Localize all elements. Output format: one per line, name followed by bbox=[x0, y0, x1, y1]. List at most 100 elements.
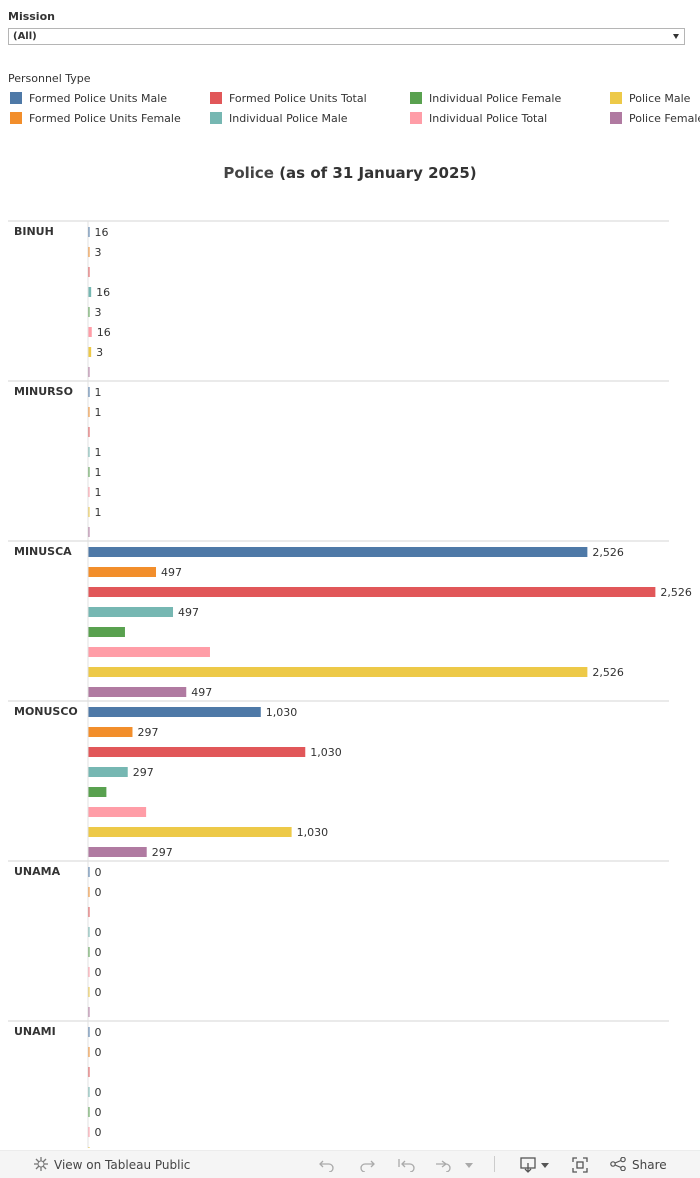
legend-label: Individual Police Total bbox=[429, 112, 548, 125]
bar[interactable] bbox=[88, 1047, 90, 1057]
data-label: 0 bbox=[95, 1106, 102, 1119]
bar[interactable] bbox=[88, 427, 90, 437]
bar[interactable] bbox=[88, 687, 187, 697]
revert-icon[interactable] bbox=[398, 1158, 416, 1172]
legend-item[interactable]: Police Female bbox=[610, 112, 700, 128]
data-label: 0 bbox=[95, 1046, 102, 1059]
bar[interactable] bbox=[88, 787, 107, 797]
share-button[interactable]: Share bbox=[610, 1156, 667, 1172]
legend-label: Formed Police Units Female bbox=[29, 112, 181, 125]
bar[interactable] bbox=[88, 1147, 90, 1148]
bar[interactable] bbox=[88, 327, 92, 337]
bar[interactable] bbox=[88, 947, 90, 957]
bar[interactable] bbox=[88, 527, 90, 537]
bar[interactable] bbox=[88, 667, 588, 677]
legend-item[interactable]: Individual Police Female bbox=[410, 92, 561, 108]
category-label: MINUSCA bbox=[14, 545, 72, 558]
legend-swatch bbox=[610, 112, 622, 124]
data-label: 1 bbox=[95, 506, 102, 519]
bar[interactable] bbox=[88, 587, 656, 597]
bar[interactable] bbox=[88, 547, 588, 557]
data-label: 297 bbox=[152, 846, 173, 859]
legend-item[interactable]: Formed Police Units Female bbox=[10, 112, 181, 128]
bar[interactable] bbox=[88, 647, 210, 657]
view-on-tableau-public-label: View on Tableau Public bbox=[54, 1158, 191, 1172]
legend-item[interactable]: Individual Police Total bbox=[410, 112, 547, 128]
bar[interactable] bbox=[88, 727, 133, 737]
bar[interactable] bbox=[88, 367, 90, 377]
bar[interactable] bbox=[88, 627, 125, 637]
bar[interactable] bbox=[88, 407, 90, 417]
data-label: 3 bbox=[95, 246, 102, 259]
bar[interactable] bbox=[88, 227, 90, 237]
mission-filter-value: (All) bbox=[13, 31, 37, 42]
data-label: 3 bbox=[95, 306, 102, 319]
redo-icon[interactable] bbox=[358, 1158, 376, 1172]
legend: Formed Police Units Male Formed Police Un… bbox=[10, 92, 700, 132]
bar[interactable] bbox=[88, 707, 261, 717]
refresh-icon[interactable] bbox=[434, 1158, 476, 1172]
toolbar-divider bbox=[494, 1156, 495, 1172]
mission-filter-dropdown[interactable]: (All) bbox=[8, 28, 685, 45]
chart-title-part2: (as of 31 January 2025) bbox=[273, 164, 477, 182]
category-label: UNAMI bbox=[14, 1025, 56, 1038]
police-bar-chart: BINUH 16 3 16 3 16 3 MINURSO 1 1 1 1 1 1 MINUSCA 2,526 4… bbox=[8, 220, 692, 1148]
bar[interactable] bbox=[88, 1027, 90, 1037]
data-label: 1 bbox=[95, 446, 102, 459]
share-icon bbox=[610, 1156, 626, 1172]
bar[interactable] bbox=[88, 747, 306, 757]
data-label: 0 bbox=[95, 1146, 102, 1148]
bar[interactable] bbox=[88, 1007, 90, 1017]
data-label: 1,030 bbox=[266, 706, 298, 719]
bar[interactable] bbox=[88, 807, 147, 817]
bar[interactable] bbox=[88, 987, 90, 997]
bar[interactable] bbox=[88, 267, 90, 277]
bar[interactable] bbox=[88, 487, 90, 497]
data-label: 0 bbox=[95, 1086, 102, 1099]
bar[interactable] bbox=[88, 387, 90, 397]
bar[interactable] bbox=[88, 307, 90, 317]
fullscreen-icon[interactable] bbox=[572, 1157, 588, 1173]
data-label: 1 bbox=[95, 486, 102, 499]
bar[interactable] bbox=[88, 1107, 90, 1117]
data-label: 0 bbox=[95, 866, 102, 879]
data-label: 0 bbox=[95, 1026, 102, 1039]
bar[interactable] bbox=[88, 287, 92, 297]
legend-swatch bbox=[10, 112, 22, 124]
bar[interactable] bbox=[88, 507, 90, 517]
bar[interactable] bbox=[88, 247, 90, 257]
data-label: 1,030 bbox=[297, 826, 329, 839]
bar[interactable] bbox=[88, 1127, 90, 1137]
bar[interactable] bbox=[88, 767, 128, 777]
bar[interactable] bbox=[88, 867, 90, 877]
bar[interactable] bbox=[88, 467, 90, 477]
download-icon[interactable] bbox=[520, 1157, 550, 1173]
bar[interactable] bbox=[88, 907, 90, 917]
legend-item[interactable]: Formed Police Units Male bbox=[10, 92, 167, 108]
data-label: 16 bbox=[95, 226, 109, 239]
bar[interactable] bbox=[88, 967, 90, 977]
bar[interactable] bbox=[88, 827, 292, 837]
bar[interactable] bbox=[88, 1087, 90, 1097]
undo-icon[interactable] bbox=[318, 1158, 336, 1172]
legend-item[interactable]: Formed Police Units Total bbox=[210, 92, 367, 108]
view-on-tableau-public-link[interactable]: View on Tableau Public bbox=[34, 1157, 190, 1172]
data-label: 16 bbox=[96, 286, 110, 299]
bar[interactable] bbox=[88, 847, 147, 857]
legend-item[interactable]: Police Male bbox=[610, 92, 690, 108]
bar[interactable] bbox=[88, 567, 157, 577]
category-label: MINURSO bbox=[14, 385, 73, 398]
legend-swatch bbox=[210, 112, 222, 124]
chart-title-part1: Police bbox=[223, 164, 274, 182]
bar[interactable] bbox=[88, 927, 90, 937]
legend-item[interactable]: Individual Police Male bbox=[210, 112, 348, 128]
bar[interactable] bbox=[88, 607, 174, 617]
bar[interactable] bbox=[88, 1067, 90, 1077]
share-label: Share bbox=[632, 1158, 667, 1172]
category-label: UNAMA bbox=[14, 865, 61, 878]
bar[interactable] bbox=[88, 887, 90, 897]
category-label: MONUSCO bbox=[14, 705, 78, 718]
bar[interactable] bbox=[88, 447, 90, 457]
bar[interactable] bbox=[88, 347, 92, 357]
data-label: 1 bbox=[95, 406, 102, 419]
